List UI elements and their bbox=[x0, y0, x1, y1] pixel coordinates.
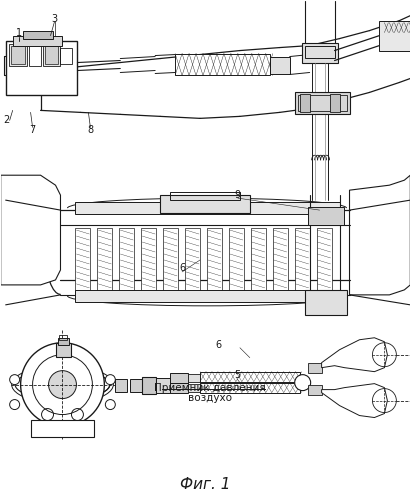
Bar bbox=[270, 56, 290, 74]
Bar bbox=[229, 228, 244, 292]
Circle shape bbox=[21, 343, 104, 427]
Circle shape bbox=[295, 375, 311, 391]
Bar bbox=[308, 385, 321, 395]
Bar bbox=[308, 207, 344, 225]
Text: 1: 1 bbox=[16, 27, 22, 37]
Bar bbox=[6, 40, 77, 95]
Bar bbox=[60, 335, 67, 340]
Bar bbox=[156, 378, 170, 393]
Bar bbox=[44, 45, 58, 63]
Circle shape bbox=[32, 355, 92, 415]
Bar bbox=[60, 47, 72, 63]
Bar bbox=[188, 374, 200, 382]
Bar bbox=[97, 228, 112, 292]
Bar bbox=[305, 45, 335, 57]
Bar bbox=[119, 228, 134, 292]
Circle shape bbox=[10, 375, 20, 385]
Bar bbox=[316, 228, 332, 292]
Bar bbox=[13, 35, 62, 45]
Bar bbox=[302, 42, 337, 62]
Bar bbox=[273, 228, 288, 292]
Bar bbox=[130, 379, 142, 392]
Text: 8: 8 bbox=[87, 125, 93, 135]
Bar bbox=[200, 383, 300, 393]
Polygon shape bbox=[321, 384, 388, 418]
Bar bbox=[305, 290, 346, 315]
Bar bbox=[76, 290, 339, 302]
Bar bbox=[23, 30, 53, 38]
Bar bbox=[308, 363, 321, 373]
Text: 6: 6 bbox=[215, 340, 221, 350]
Text: воздухо: воздухо bbox=[188, 393, 232, 403]
Bar bbox=[251, 228, 266, 292]
Circle shape bbox=[105, 375, 115, 385]
Bar bbox=[55, 343, 72, 357]
Bar bbox=[160, 195, 250, 213]
Text: 9: 9 bbox=[235, 190, 241, 200]
Bar bbox=[43, 43, 60, 65]
Circle shape bbox=[10, 400, 20, 410]
Text: 2: 2 bbox=[4, 115, 10, 125]
Bar bbox=[170, 373, 188, 383]
Bar bbox=[115, 379, 127, 392]
Bar bbox=[330, 94, 339, 112]
Bar bbox=[76, 228, 90, 292]
Bar bbox=[188, 384, 200, 392]
Bar bbox=[379, 20, 410, 50]
Bar bbox=[207, 228, 222, 292]
Bar bbox=[295, 92, 349, 114]
Bar bbox=[141, 228, 156, 292]
Circle shape bbox=[105, 400, 115, 410]
Bar bbox=[29, 43, 41, 65]
Circle shape bbox=[48, 371, 76, 399]
Polygon shape bbox=[321, 338, 388, 372]
Bar bbox=[58, 338, 69, 345]
Bar bbox=[185, 228, 200, 292]
Bar bbox=[200, 372, 300, 382]
Text: 5: 5 bbox=[234, 370, 240, 380]
Bar bbox=[170, 383, 188, 393]
Bar bbox=[170, 192, 240, 200]
Bar bbox=[11, 45, 25, 63]
Bar bbox=[295, 228, 309, 292]
Text: 7: 7 bbox=[30, 125, 36, 135]
Text: 3: 3 bbox=[51, 13, 58, 23]
Bar bbox=[300, 94, 309, 112]
Polygon shape bbox=[349, 175, 410, 295]
Bar bbox=[163, 228, 178, 292]
Bar bbox=[298, 95, 346, 111]
Text: Фиг. 1: Фиг. 1 bbox=[180, 477, 230, 492]
Bar bbox=[175, 53, 270, 75]
Bar bbox=[9, 43, 27, 65]
Polygon shape bbox=[1, 175, 60, 285]
Text: Приемник давления: Приемник давления bbox=[154, 383, 266, 393]
Text: 6: 6 bbox=[179, 263, 185, 273]
Bar bbox=[142, 377, 156, 394]
Bar bbox=[30, 420, 95, 438]
Bar bbox=[76, 202, 339, 214]
